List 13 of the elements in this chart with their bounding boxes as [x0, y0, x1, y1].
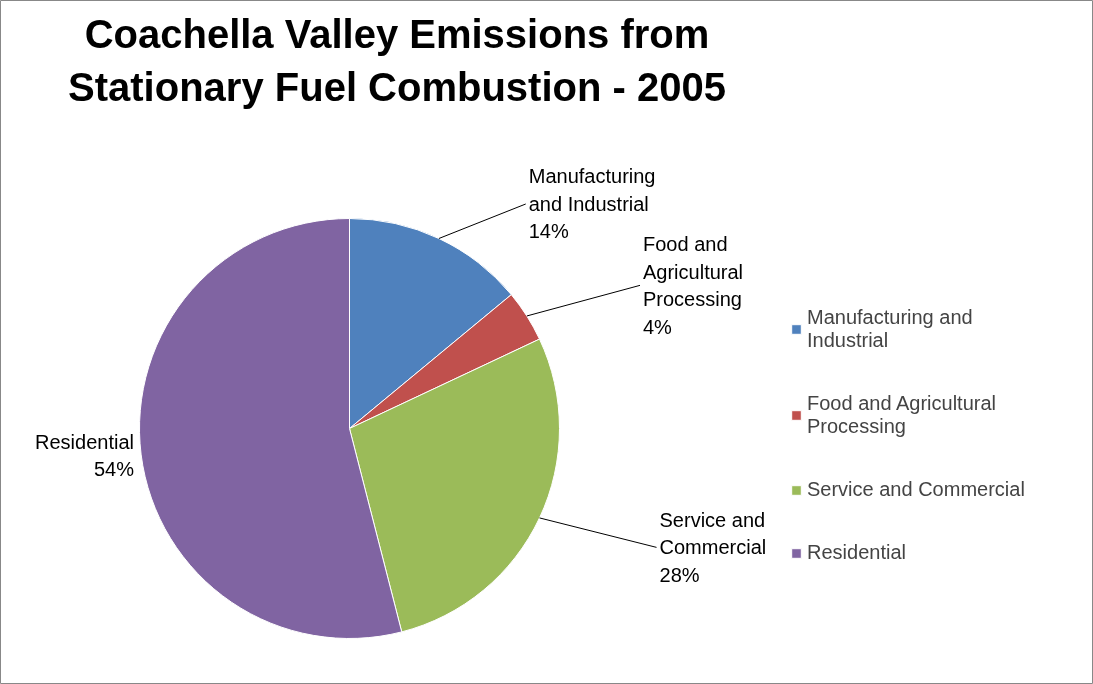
data-label: 54%: [93, 458, 135, 481]
slice-label: Service and Commercial: [659, 508, 767, 559]
legend-label: Residential: [807, 541, 906, 564]
slice-label: Manufacturing and Industrial: [528, 165, 656, 215]
legend-label: Manufacturing and Industrial: [807, 306, 973, 352]
chart-title: Coachella Valley Emissions from Stationary Fuel Combustion - 2005: [68, 12, 726, 109]
data-label: 28%: [659, 563, 700, 586]
legend-label: Service and Commercial: [807, 478, 1025, 501]
data-label: 4%: [643, 315, 673, 338]
data-label: 14%: [528, 220, 569, 243]
slice-label: Residential: [35, 430, 134, 453]
slice-label: Food and Agricultural Processing: [643, 233, 744, 311]
legend-label: Food and Agricultural Processing: [807, 392, 997, 438]
